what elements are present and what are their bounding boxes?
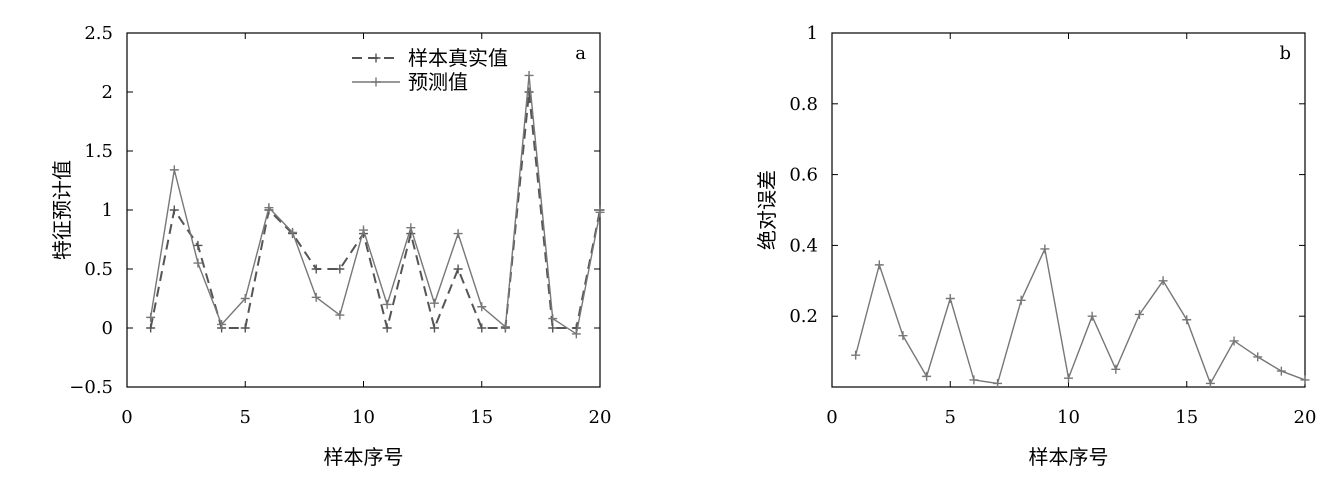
panel-a-x-tick-label: 10 [352, 407, 375, 428]
panel-a-series-1-point [240, 323, 250, 333]
panel-a-y-axis-label: 特征预计值 [50, 160, 74, 260]
panel-a-y-tick-label: 0 [102, 318, 113, 339]
panel-b-x-tick-label: 20 [1294, 407, 1317, 428]
panel-b-y-tick-label: 0.2 [789, 306, 818, 327]
panel-b-x-axis-label: 样本序号 [1029, 445, 1109, 469]
panel-b-y-tick-label: 0.4 [789, 235, 818, 256]
panel-b-series-1-point [969, 375, 979, 385]
panel-a-series-2-point [406, 223, 416, 233]
panel-b-y-tick-label: 1 [807, 23, 818, 44]
panel-a-panel-letter: a [575, 43, 586, 64]
panel-a-legend-label-2: 预测值 [408, 70, 468, 94]
panel-b-series-1-point [1134, 309, 1144, 319]
panel-a-series-2-point [264, 203, 274, 213]
panel-a-series-1-point [335, 264, 345, 274]
panel-b-series-1-point [993, 378, 1003, 388]
panel-a-series-2-point [240, 294, 250, 303]
panel-b-series-1-point [1016, 295, 1026, 305]
panel-b-series-1-point [1229, 336, 1239, 346]
panel-b-series-1-point [1087, 311, 1097, 321]
panel-b-series-1-point [945, 294, 955, 303]
panel-a-series-2-point [595, 207, 605, 217]
panel-a-series-2-point [453, 229, 463, 239]
panel-a-legend-label-1: 样本真实值 [408, 46, 508, 70]
panel-b-series-1-point [1064, 373, 1073, 383]
panel-a-series-2-point [217, 319, 227, 329]
panel-a-series-1-point [548, 323, 558, 333]
panel-a-y-tick-label: 2.5 [84, 23, 113, 44]
panel-a-series-2-point [548, 314, 558, 324]
panel-a-legend-marker-1 [371, 53, 381, 63]
panel-a-x-tick-label: 5 [240, 407, 251, 428]
panel-a-series-2-point [500, 322, 510, 332]
panel-a-x-tick-label: 15 [470, 407, 493, 428]
panel-b-series-1-point [1158, 276, 1168, 286]
panel-a-series-2-point [193, 258, 203, 268]
panel-a-series-1-point [477, 323, 487, 333]
panel-a-series-2-line [149, 75, 601, 336]
panel-a-y-tick-label: −0.5 [69, 377, 113, 398]
panel-b-x-tick-label: 5 [945, 407, 956, 428]
panel-b-series-1-point [1276, 366, 1286, 376]
panel-a-series-1-point [382, 323, 392, 333]
panel-b-x-tick-label: 15 [1175, 407, 1198, 428]
panel-a-series-1-point [169, 205, 179, 215]
panel-a-y-tick-label: 2 [102, 82, 113, 103]
panel-a-series-2-point [429, 298, 439, 308]
panel-a-series-2-point [571, 329, 581, 339]
panel-a-series-1-point [524, 87, 534, 97]
panel-a-series-2-point [382, 299, 392, 309]
panel-a-legend-marker-2 [371, 77, 381, 87]
panel-a-x-tick-label: 0 [121, 407, 132, 428]
panel-a-series-1-point [453, 264, 463, 274]
panel-a-y-tick-label: 1.5 [84, 141, 113, 162]
panel-b-series-1-point [1253, 352, 1263, 362]
panel-a-series-1-line [149, 91, 601, 332]
panel-b-x-tick-label: 10 [1057, 407, 1080, 428]
panel-a-series-1-point [311, 264, 321, 274]
panel-b-series-1-point [922, 371, 932, 381]
panel-a-series-2-point [288, 227, 298, 237]
panel-a-series-2-point [335, 310, 345, 320]
panel-b-x-tick-label: 0 [826, 407, 837, 428]
panel-a-series-2-point [311, 292, 321, 302]
panel-a-y-tick-label: 1 [102, 200, 113, 221]
panel-a-series-2-point [524, 70, 534, 80]
panel-a-series-2-point [169, 165, 179, 175]
panel-a-series-2-point [359, 225, 368, 235]
panel-a-x-axis-label: 样本序号 [324, 445, 404, 469]
panel-b-series-1-point [851, 350, 861, 360]
panel-a-x-tick-label: 20 [589, 407, 612, 428]
panel-b-y-tick-label: 0.6 [789, 165, 818, 186]
panel-b-series-1-point [1205, 378, 1215, 388]
panel-b-y-tick-label: 0.8 [789, 94, 818, 115]
panel-b-series-1-point [1300, 375, 1310, 385]
panel-a-y-tick-label: 0.5 [84, 259, 113, 280]
panel-b-panel-letter: b [1279, 43, 1291, 64]
panel-b-series-1-point [1040, 244, 1050, 254]
panel-b-series-1-point [1182, 315, 1192, 325]
panel-b-series-1-point [898, 331, 908, 341]
panel-a-series-2-point [146, 312, 156, 322]
panel-a-plot-frame [126, 32, 601, 388]
panel-a-series-1-point [193, 240, 203, 250]
panel-a-series-1-point [146, 323, 156, 333]
panel-a-series-2-point [477, 302, 487, 312]
panel-b-series-1-point [874, 260, 884, 270]
panel-a-series-1-point [429, 323, 439, 333]
panel-b-series-1-point [1111, 364, 1121, 374]
panel-b-series-1-line [854, 246, 1306, 386]
panel-b-y-axis-label: 绝对误差 [755, 170, 779, 250]
